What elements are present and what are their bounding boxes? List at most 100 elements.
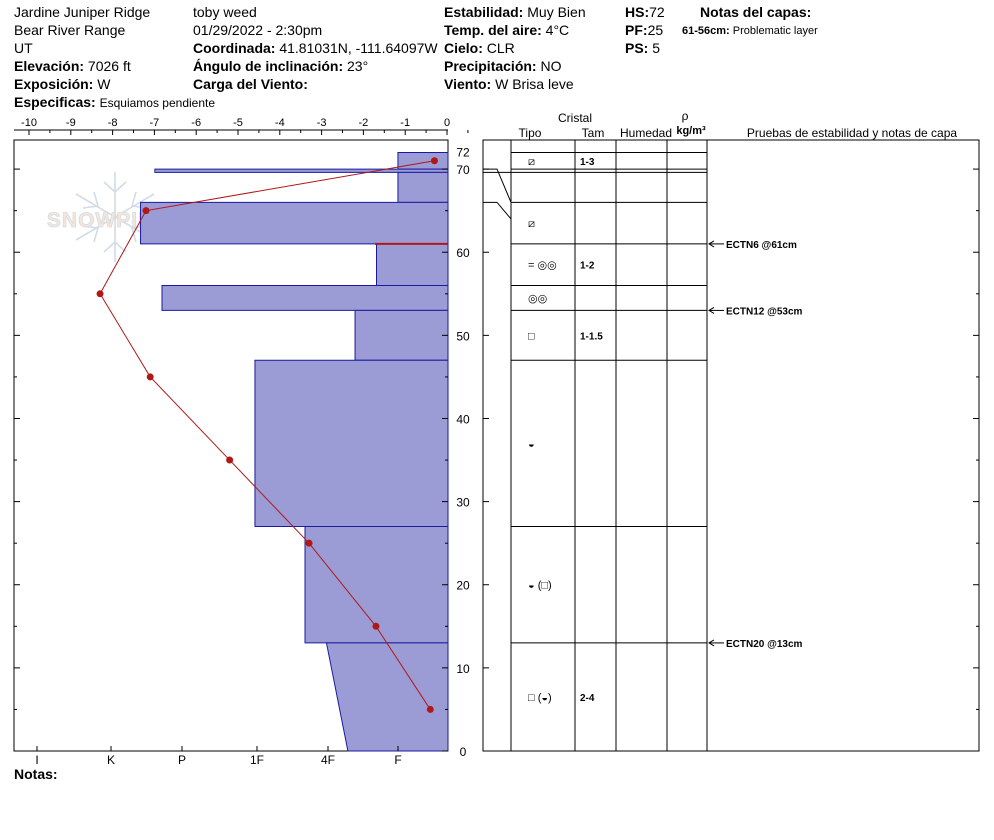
layer-connector — [483, 168, 512, 203]
specifics-value: Esquiamos pendiente — [99, 96, 216, 110]
hardness-profile — [140, 151, 449, 752]
crystal-type-9: □ (◒) — [528, 692, 552, 704]
temperature-tick-label: -3 — [317, 117, 327, 129]
height-tick-label: 60 — [456, 246, 470, 260]
wind-value: W Brisa leve — [495, 76, 574, 92]
height-tick-label: 40 — [456, 412, 470, 426]
mountain-range: Bear River Range — [14, 22, 126, 38]
crystal-size-0: 1-3 — [580, 157, 595, 168]
elevation-label: Elevación: — [14, 58, 85, 74]
crystal-type-5: ◎◎ — [528, 293, 547, 305]
arrow-left-icon — [708, 306, 715, 314]
temperature-tick-label: -5 — [233, 117, 243, 129]
wind: Viento: W Brisa leve — [444, 75, 574, 93]
ski-penetration-label: PS: — [625, 40, 649, 56]
temperature-tick-label: -9 — [66, 117, 76, 129]
temperature-tick-label: -4 — [275, 117, 285, 129]
stability-test-label-2: ECTN20 @13cm — [726, 639, 803, 650]
column-header-density-unit: kg/m³ — [676, 125, 706, 137]
crystal-type-4: = ◎◎ — [528, 260, 557, 272]
elevation: Elevación: 7026 ft — [14, 57, 131, 75]
sky: Cielo: CLR — [444, 39, 515, 57]
foot-penetration: PF:25 — [625, 21, 663, 39]
column-header-density-symbol: ρ — [682, 109, 689, 123]
layer-note-depth: 61-56cm: — [682, 25, 730, 37]
hardness-layer-5 — [161, 284, 449, 311]
hardness-layer-2 — [397, 171, 449, 203]
hardness-axis: I K P 1F 4F F — [35, 746, 402, 767]
slope-angle: Ángulo de inclinación: 23° — [193, 57, 368, 75]
crystal-type-6: □ — [528, 330, 535, 342]
hardness-tick-label: K — [107, 753, 115, 767]
crystal-type-8: ◒ (□) — [528, 580, 552, 592]
precipitation: Precipitación: NO — [444, 57, 561, 75]
temperature-tick-label: -2 — [359, 117, 369, 129]
crystal-type-3: ⧄ — [528, 218, 535, 230]
location-name: Jardine Juniper Ridge — [14, 4, 151, 20]
observer: toby weed — [193, 4, 257, 20]
temperature-tick-label: -1 — [400, 117, 410, 129]
height-tick-label: 20 — [456, 579, 470, 593]
hardness-layer-0 — [397, 151, 449, 170]
height-top-label: 72 — [456, 145, 470, 159]
temperature-axis: -10 -9 -8 -7 -6 -5 -4 -3 -2 -1 0 — [14, 117, 469, 135]
layer-table: ⧄ 1-3 ⧄ = ◎◎ 1-2 ◎◎ □ 1-1.5 ◒ ◒ (□) □ (◒) 2-4 ECTN6 … — [483, 151, 803, 704]
hardness-layer-6 — [354, 309, 449, 361]
crystal-type-7: ◒ — [528, 438, 535, 450]
crystal-size-4: 1-2 — [580, 261, 595, 272]
temperature-tick-label: -6 — [191, 117, 201, 129]
coordinates-value: 41.81031N, -111.64097W — [279, 40, 438, 56]
layer-note: 61-56cm: Problematic layer — [682, 22, 818, 40]
layer-note-text: Problematic layer — [732, 25, 818, 37]
wind-loading: Carga del Viento: — [193, 75, 308, 93]
height-axis: 0 10 20 30 40 50 60 70 72 — [14, 145, 979, 759]
column-header-moisture: Humedad — [620, 126, 672, 140]
slope-angle-label: Ángulo de inclinación: — [193, 58, 344, 74]
sky-value: CLR — [486, 40, 515, 56]
temperature-tick-label: -7 — [150, 117, 160, 129]
crystal-type-0: ⧄ — [528, 156, 535, 168]
precipitation-value: NO — [540, 58, 562, 74]
stability-value: Muy Bien — [527, 4, 586, 20]
temperature-tick-label: 0 — [444, 117, 450, 129]
air-temperature-label: Temp. del aire: — [444, 22, 542, 38]
snow-depth-value: 72 — [649, 4, 665, 20]
temperature-point — [426, 705, 434, 713]
wind-loading-label: Carga del Viento: — [193, 76, 308, 92]
column-header-crystal: Cristal — [558, 111, 592, 125]
stability-test-label-1: ECTN12 @53cm — [726, 306, 803, 317]
layer-table-frame — [482, 139, 980, 752]
specifics: Especificas: Esquiamos pendiente — [14, 93, 215, 112]
height-tick-label: 70 — [456, 163, 470, 177]
notes-label: Notas: — [14, 766, 58, 782]
elevation-value: 7026 ft — [87, 58, 131, 74]
temperature-point — [226, 456, 234, 464]
column-header-type: Tipo — [519, 126, 542, 140]
foot-penetration-label: PF: — [625, 22, 648, 38]
column-header-tests: Pruebas de estabilidad y notas de capa — [747, 126, 957, 140]
layer-notes-title: Notas del capas: — [700, 4, 812, 20]
foot-penetration-value: 25 — [647, 22, 664, 38]
hardness-layer-8 — [304, 526, 449, 644]
aspect: Exposición: W — [14, 75, 110, 93]
hardness-layer-7 — [254, 359, 449, 528]
stability-test-label-0: ECTN6 @61cm — [726, 240, 797, 251]
height-tick-label: 30 — [456, 496, 470, 510]
slope-angle-value: 23° — [347, 58, 369, 74]
hardness-layer-3 — [140, 201, 449, 245]
precipitation-label: Precipitación: — [444, 58, 537, 74]
hardness-tick-label: I — [35, 753, 38, 767]
aspect-label: Exposición: — [14, 76, 94, 92]
stability: Estabilidad: Muy Bien — [444, 3, 586, 21]
temperature-line — [99, 160, 435, 710]
sky-label: Cielo: — [444, 40, 483, 56]
temperature-point — [305, 539, 313, 547]
crystal-size-6: 1-1.5 — [580, 331, 603, 342]
coordinates: Coordinada: 41.81031N, -111.64097W — [193, 39, 438, 57]
hardness-layer-9 — [325, 642, 449, 752]
hardness-layer-4 — [376, 243, 449, 286]
height-tick-label: 10 — [456, 662, 470, 676]
wind-label: Viento: — [444, 76, 492, 92]
ski-penetration: PS: 5 — [625, 39, 660, 57]
